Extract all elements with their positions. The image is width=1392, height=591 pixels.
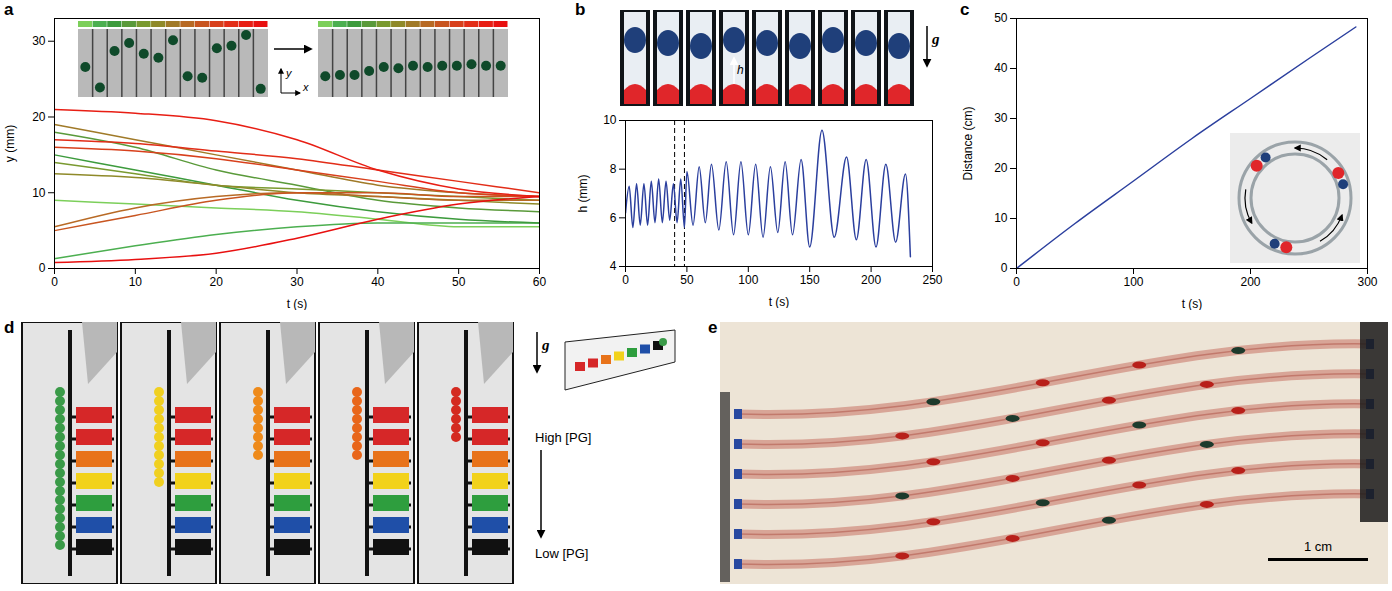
svg-text:8: 8 <box>610 162 617 176</box>
svg-text:30: 30 <box>32 34 46 48</box>
svg-text:y: y <box>285 67 293 79</box>
svg-text:10: 10 <box>129 275 143 289</box>
svg-text:g: g <box>541 337 550 353</box>
svg-text:200: 200 <box>1240 275 1260 289</box>
svg-text:h (mm): h (mm) <box>576 175 590 213</box>
svg-text:300: 300 <box>1357 275 1377 289</box>
svg-text:100: 100 <box>1123 275 1143 289</box>
svg-text:30: 30 <box>994 111 1008 125</box>
svg-text:10: 10 <box>994 211 1008 225</box>
svg-text:50: 50 <box>994 11 1008 25</box>
svg-text:50: 50 <box>452 275 466 289</box>
svg-text:t (s): t (s) <box>287 297 308 311</box>
svg-text:g: g <box>931 31 940 47</box>
svg-text:Distance (cm): Distance (cm) <box>961 106 975 180</box>
html-text:e: e <box>708 318 718 337</box>
svg-text:t (s): t (s) <box>769 295 790 309</box>
svg-text:4: 4 <box>610 259 617 273</box>
svg-text:0: 0 <box>51 275 58 289</box>
svg-text:6: 6 <box>610 211 617 225</box>
svg-text:50: 50 <box>680 273 694 287</box>
svg-text:100: 100 <box>738 273 758 287</box>
svg-text:60: 60 <box>533 275 547 289</box>
svg-text:1 cm: 1 cm <box>1304 539 1332 554</box>
svg-text:x: x <box>302 81 309 93</box>
html-text:b: b <box>575 0 586 19</box>
svg-text:10: 10 <box>603 113 617 127</box>
svg-text:40: 40 <box>371 275 385 289</box>
svg-text:0: 0 <box>39 261 46 275</box>
svg-text:h: h <box>737 63 744 77</box>
svg-text:y (mm): y (mm) <box>3 125 17 162</box>
svg-text:40: 40 <box>994 61 1008 75</box>
svg-text:20: 20 <box>209 275 223 289</box>
svg-text:20: 20 <box>994 161 1008 175</box>
svg-text:High [PG]: High [PG] <box>535 430 591 445</box>
svg-text:20: 20 <box>32 110 46 124</box>
svg-text:t (s): t (s) <box>1182 297 1203 311</box>
svg-text:0: 0 <box>1013 275 1020 289</box>
html-text:d: d <box>4 318 15 337</box>
svg-text:250: 250 <box>922 273 942 287</box>
svg-text:0: 0 <box>1001 261 1008 275</box>
svg-text:10: 10 <box>32 186 46 200</box>
svg-text:0: 0 <box>622 273 629 287</box>
svg-text:Low [PG]: Low [PG] <box>535 546 588 561</box>
html-text:c: c <box>960 0 970 19</box>
svg-text:30: 30 <box>290 275 304 289</box>
svg-text:150: 150 <box>800 273 820 287</box>
html-text:a: a <box>4 0 14 19</box>
svg-text:200: 200 <box>861 273 881 287</box>
